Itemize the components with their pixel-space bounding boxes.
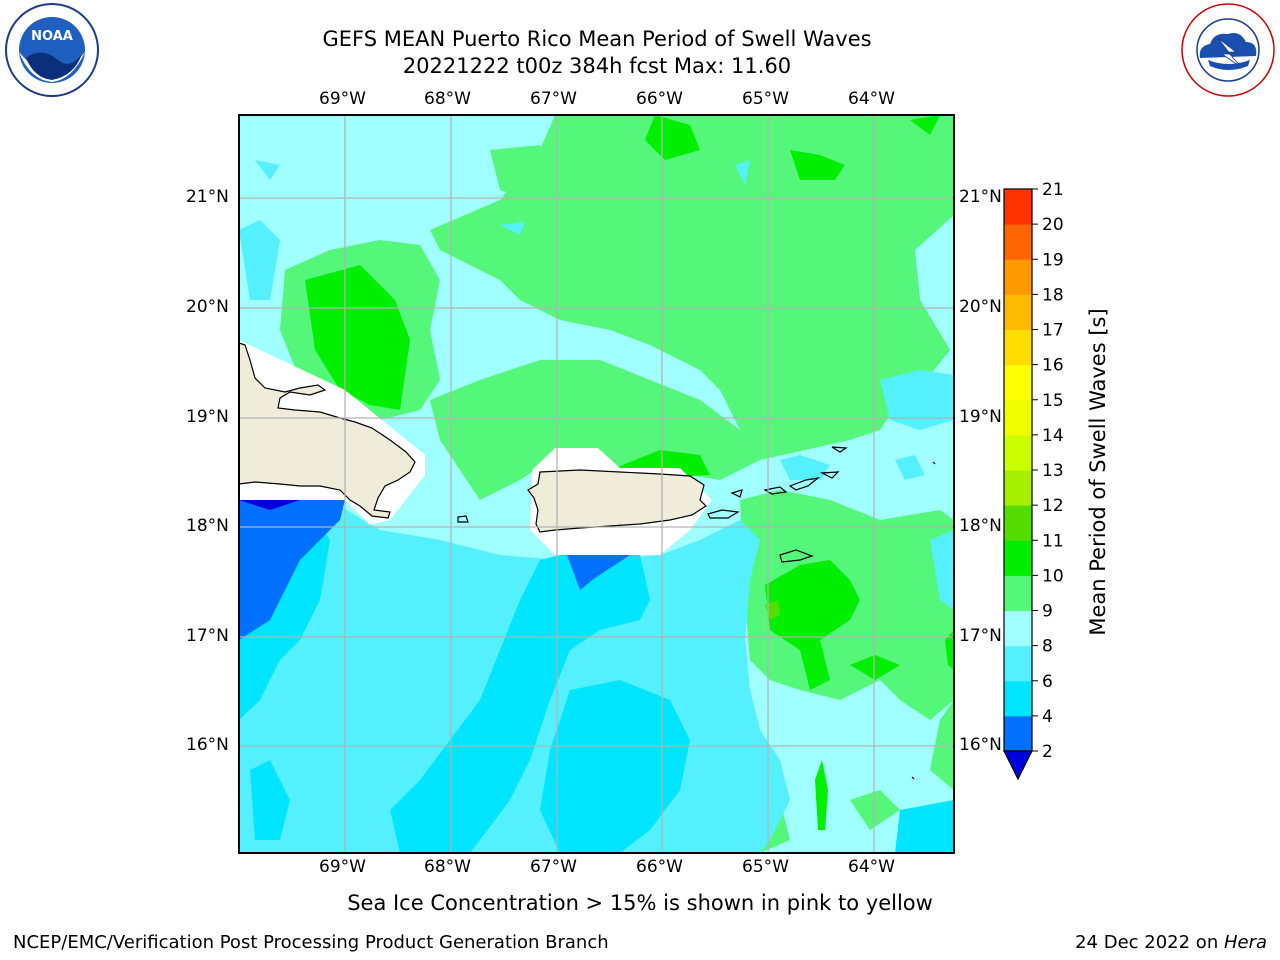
colorbar-tick-label: 19 [1042, 250, 1064, 270]
colorbar-tick-label: 10 [1042, 566, 1064, 586]
colorbar-tick-label: 20 [1042, 215, 1064, 235]
lat-label-left-20n: 20°N [186, 297, 229, 317]
lat-label-left-19n: 19°N [186, 407, 229, 427]
colorbar-band [1004, 224, 1032, 260]
noaa-logo: NOAA [2, 2, 102, 98]
lon-label-top-66w: 66°W [636, 89, 683, 109]
colorbar: 2 4 6 8 9 10 11 12 13 14 15 16 17 18 19 20 21 [1003, 180, 1064, 781]
lat-label-left-18n: 18°N [186, 516, 229, 536]
lon-label-bottom-65w: 65°W [742, 857, 789, 877]
lon-label-top-65w: 65°W [742, 89, 789, 109]
colorbar-band [1004, 294, 1032, 330]
colorbar-ticks: 2 4 6 8 9 10 11 12 13 14 15 16 17 18 19 20 21 [1032, 180, 1064, 762]
map-gridlines [239, 115, 954, 853]
lon-label-top-64w: 64°W [848, 89, 895, 109]
colorbar-band [1004, 399, 1032, 436]
lat-label-left-21n: 21°N [186, 187, 229, 207]
colorbar-band [1004, 540, 1032, 576]
lon-label-top-68w: 68°W [424, 89, 471, 109]
lat-label-right-18n: 18°N [959, 516, 1002, 536]
colorbar-band [1004, 645, 1032, 682]
lat-label-right-16n: 16°N [959, 735, 1002, 755]
nws-logo [1178, 2, 1278, 98]
colorbar-tick-label: 2 [1042, 742, 1053, 762]
colorbar-label: Mean Period of Swell Waves [s] [1086, 308, 1110, 636]
lon-label-bottom-67w: 67°W [530, 857, 577, 877]
colorbar-band [1004, 680, 1032, 717]
colorbar-tick-label: 13 [1042, 461, 1064, 481]
colorbar-band [1004, 329, 1032, 366]
lon-label-bottom-64w: 64°W [848, 857, 895, 877]
small-islands [457, 446, 936, 780]
colorbar-band [1004, 715, 1032, 752]
colorbar-band [1004, 610, 1032, 647]
lon-label-bottom-68w: 68°W [424, 857, 471, 877]
map-frame [238, 114, 955, 854]
lon-label-top-67w: 67°W [530, 89, 577, 109]
chart-title: GEFS MEAN Puerto Rico Mean Period of Swe… [322, 27, 872, 51]
colorbar-band [1004, 575, 1032, 611]
footer-date: 24 Dec 2022 on Hera [1075, 932, 1267, 953]
lat-label-left-16n: 16°N [186, 735, 229, 755]
colorbar-tick-label: 14 [1042, 426, 1064, 446]
colorbar-bands [1003, 188, 1033, 781]
footer-date-text: 24 Dec 2022 on [1075, 932, 1224, 953]
chart-subtitle: 20221222 t00z 384h fcst Max: 11.60 [402, 54, 792, 78]
colorbar-tick-label: 4 [1042, 707, 1053, 727]
colorbar-band [1004, 470, 1032, 506]
colorbar-tick-label: 9 [1042, 602, 1053, 622]
colorbar-under-arrow [1003, 750, 1033, 781]
noaa-logo-text: NOAA [31, 29, 73, 44]
colorbar-band [1004, 434, 1032, 471]
colorbar-band [1004, 364, 1032, 401]
field-below-2 [239, 500, 300, 510]
colorbar-tick-label: 8 [1042, 637, 1053, 657]
sea-ice-note: Sea Ice Concentration > 15% is shown in … [347, 891, 933, 915]
colorbar-band [1004, 189, 1032, 225]
colorbar-band [1004, 505, 1032, 541]
lat-label-right-21n: 21°N [959, 187, 1002, 207]
lat-label-left-17n: 17°N [186, 626, 229, 646]
colorbar-band [1004, 259, 1032, 295]
footer-credit: NCEP/EMC/Verification Post Processing Pr… [13, 932, 609, 953]
field-2-4 [239, 500, 630, 640]
lon-label-bottom-69w: 69°W [319, 857, 366, 877]
lat-label-right-19n: 19°N [959, 407, 1002, 427]
colorbar-tick-label: 17 [1042, 321, 1064, 341]
colorbar-tick-label: 16 [1042, 356, 1064, 376]
colorbar-tick-label: 6 [1042, 672, 1053, 692]
colorbar-tick-label: 15 [1042, 391, 1064, 411]
colorbar-tick-label: 21 [1042, 180, 1064, 200]
colorbar-tick-label: 18 [1042, 285, 1064, 305]
map-field [239, 115, 954, 853]
colorbar-tick-label: 12 [1042, 496, 1064, 516]
lon-label-bottom-66w: 66°W [636, 857, 683, 877]
footer-machine: Hera [1223, 932, 1267, 953]
field-11-12 [765, 600, 780, 620]
lat-label-right-17n: 17°N [959, 626, 1002, 646]
lon-label-top-69w: 69°W [319, 89, 366, 109]
lat-label-right-20n: 20°N [959, 297, 1002, 317]
colorbar-tick-label: 11 [1042, 531, 1064, 551]
hispaniola-land [239, 342, 416, 519]
